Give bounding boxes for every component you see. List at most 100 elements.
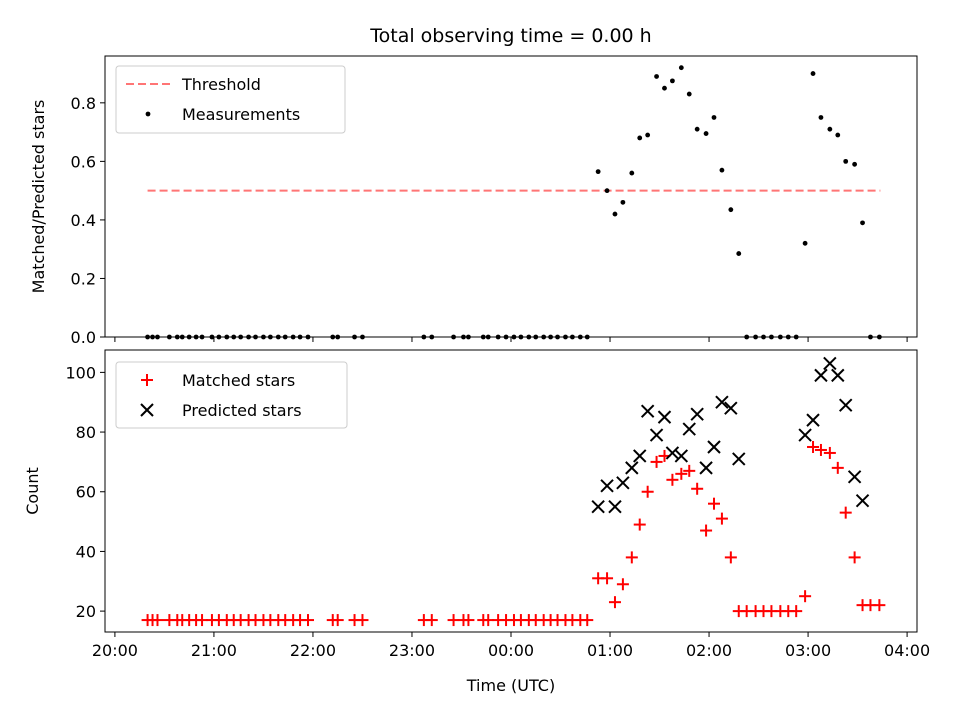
measurement-point: [793, 334, 799, 340]
matched-star-point: [831, 461, 844, 474]
measurement-point: [352, 334, 357, 340]
measurement-point: [166, 334, 172, 340]
measurement-point: [518, 334, 524, 340]
measurement-point: [645, 132, 651, 138]
matched-star-point: [425, 614, 438, 627]
x-axis-label: Time (UTC): [466, 676, 555, 695]
matched-star-point: [625, 551, 638, 564]
predicted-star-point: [633, 449, 647, 463]
top-y-ticks: 0.0 0.2 0.4 0.6 0.8: [71, 94, 105, 347]
matched-star-point: [151, 614, 164, 627]
matched-star-point: [691, 482, 704, 495]
measurement-point: [777, 334, 783, 340]
measurement-point: [150, 334, 155, 340]
predicted-star-point: [640, 404, 655, 418]
matched-star-point: [799, 590, 812, 603]
predicted-star-point: [690, 407, 704, 421]
x-tick-label: 00:00: [488, 641, 534, 660]
measurement-point: [744, 334, 750, 340]
measurement-point: [231, 334, 237, 340]
x-tick-label: 20:00: [92, 641, 138, 660]
measurement-point: [852, 161, 858, 167]
measurement-point: [719, 167, 725, 173]
measurement-point: [827, 126, 833, 132]
bottom-panel: 20:00 21:00 22:00 23:00 00:00 01:00 02:00 03:00…: [23, 349, 930, 695]
measurement-point: [330, 334, 336, 340]
y-tick-label: 0.2: [71, 269, 96, 288]
top-legend: Threshold Measurements: [115, 65, 346, 134]
matched-star-point: [724, 551, 737, 564]
measurement-point: [533, 334, 539, 340]
measurement-point: [604, 188, 610, 194]
measurement-point: [275, 334, 281, 340]
legend-threshold-label: Threshold: [181, 75, 261, 94]
predicted-star-point: [674, 449, 689, 463]
predicted-star-point: [608, 499, 622, 514]
predicted-star-point: [798, 428, 812, 442]
measurement-point: [736, 251, 742, 256]
measurement-point: [145, 334, 150, 340]
measurement-point: [282, 334, 288, 340]
measurement-point: [654, 74, 659, 79]
y-tick-label: 100: [65, 363, 96, 382]
measurement-point: [802, 240, 808, 246]
measurement-point: [179, 334, 185, 340]
legend-predicted-label: Predicted stars: [182, 401, 302, 420]
measurement-point: [876, 334, 882, 340]
measurement-point: [253, 334, 258, 340]
top-marks: [145, 65, 882, 340]
measurement-point: [678, 65, 684, 71]
matched-star-point: [848, 551, 861, 564]
y-tick-label: 0.4: [71, 211, 96, 230]
predicted-star-point: [682, 422, 696, 436]
matched-star-point: [650, 455, 663, 468]
predicted-star-point: [616, 476, 630, 490]
y-tick-label: 20: [76, 602, 96, 621]
bottom-y-axis-label: Count: [23, 467, 42, 515]
matched-star-point: [581, 614, 594, 627]
predicted-star-point: [724, 401, 738, 415]
measurement-point: [548, 334, 554, 340]
measurement-point: [526, 334, 532, 340]
top-y-axis-label: Matched/Predicted stars: [29, 100, 48, 294]
predicted-star-point: [715, 395, 729, 409]
matched-star-point: [302, 614, 314, 627]
x-tick-label: 01:00: [587, 641, 633, 660]
predicted-star-point: [707, 440, 721, 454]
predicted-star-point: [855, 493, 870, 508]
measurement-point: [174, 334, 180, 340]
legend-matched-swatch: [141, 374, 153, 386]
measurement-point: [612, 211, 618, 217]
measurement-point: [555, 334, 560, 340]
bottom-x-ticks: 20:00 21:00 22:00 23:00 00:00 01:00 02:00 03:00…: [92, 632, 930, 660]
predicted-star-point: [831, 368, 845, 383]
matched-star-point: [331, 614, 344, 627]
chart-title: Total observing time = 0.00 h: [369, 25, 651, 47]
measurement-point: [835, 132, 841, 138]
predicted-star-point: [600, 479, 614, 493]
predicted-star-point: [847, 470, 862, 484]
x-tick-label: 02:00: [686, 641, 732, 660]
measurement-point: [421, 334, 427, 340]
top-panel: 0.00.20.40.60.8 Matched/Predicted stars …: [29, 55, 918, 347]
matched-star-point: [823, 446, 836, 459]
predicted-star-point: [699, 461, 713, 475]
measurement-point: [267, 334, 273, 340]
measurement-point: [451, 334, 456, 340]
measurement-point: [595, 169, 601, 175]
y-tick-label: 0.6: [71, 152, 96, 171]
measurement-point: [461, 334, 466, 340]
measurement-point: [193, 334, 199, 340]
x-tick-label: 03:00: [785, 641, 831, 660]
measurement-point: [584, 334, 590, 340]
measurement-point: [335, 334, 341, 340]
measurement-point: [563, 334, 568, 340]
measurement-point: [305, 334, 311, 340]
legend-predicted-swatch: [140, 403, 154, 417]
matched-star-point: [708, 497, 720, 510]
measurement-point: [703, 131, 709, 136]
matched-star-point: [666, 473, 679, 486]
measurement-point: [216, 334, 222, 340]
measurement-point: [569, 334, 575, 340]
